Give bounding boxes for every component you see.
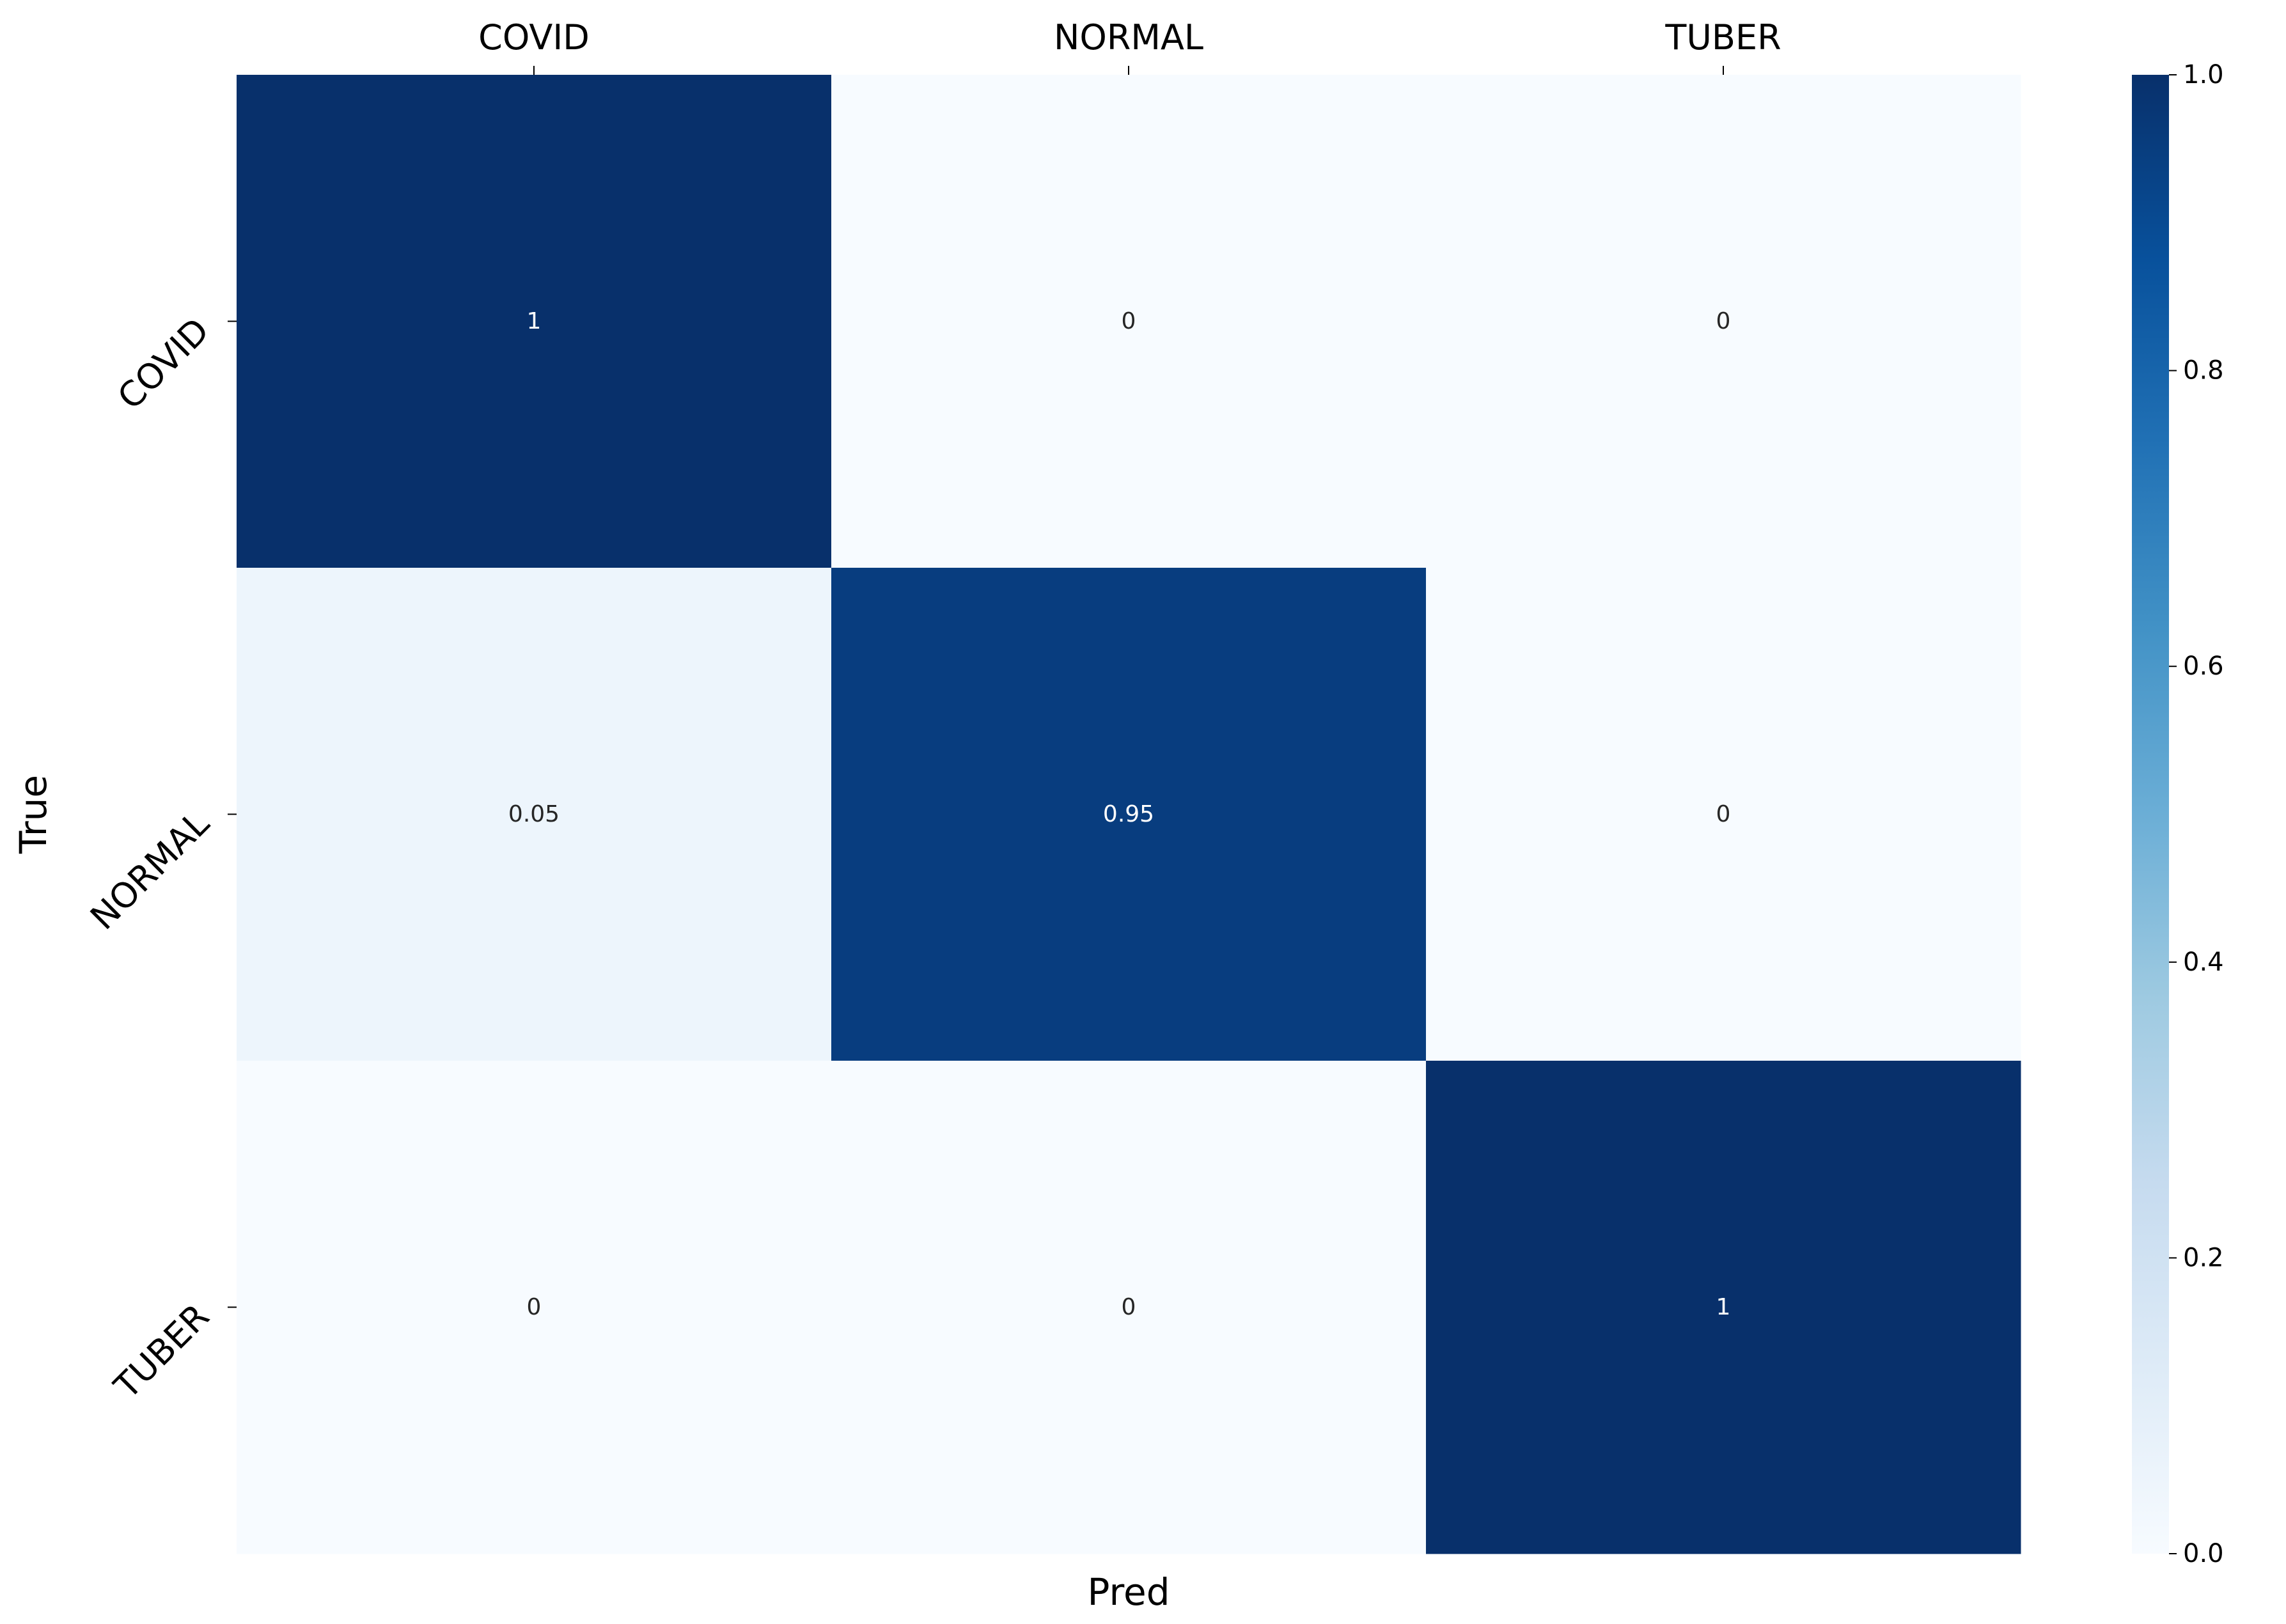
heatmap-cell [831, 75, 1427, 568]
heatmap-cell [1426, 568, 2021, 1061]
colorbar-tick-label: 1.0 [2183, 60, 2224, 90]
cell-value-label: 0.95 [1103, 801, 1154, 827]
heatmap-cell [831, 568, 1427, 1061]
colorbar-tick-label: 0.6 [2183, 652, 2224, 681]
cell-value-label: 0 [1716, 801, 1731, 827]
cell-value-label: 1 [1716, 1294, 1731, 1320]
y-tick-label: NORMAL [82, 803, 217, 937]
x-axis-label: Pred [1087, 1570, 1170, 1614]
colorbar-tick-label: 0.4 [2183, 948, 2224, 977]
heatmap-cell [1426, 1061, 2021, 1554]
heatmap-cell [237, 75, 832, 568]
y-tick-label: COVID [110, 310, 217, 417]
cell-value-label: 0.05 [508, 801, 560, 827]
cell-value-label: 0 [1716, 308, 1731, 334]
cell-value-label: 0 [1122, 1294, 1136, 1320]
colorbar-tick-label: 0.8 [2183, 356, 2224, 386]
y-axis-label: True [12, 775, 55, 854]
heatmap-cell [237, 568, 832, 1061]
cell-value-label: 0 [1122, 308, 1136, 334]
colorbar-tick-label: 0.0 [2183, 1539, 2224, 1568]
x-tick-label: TUBER [1664, 17, 1781, 58]
x-tick-label: COVID [478, 17, 590, 58]
heatmap-cell [237, 1061, 832, 1554]
cell-value-label: 0 [527, 1294, 542, 1320]
x-tick-label: NORMAL [1054, 17, 1203, 58]
heatmap-cell [831, 1061, 1427, 1554]
colorbar [2132, 75, 2169, 1554]
y-tick-label: TUBER [106, 1296, 217, 1407]
colorbar-tick-label: 0.2 [2183, 1243, 2224, 1272]
cell-value-label: 1 [527, 308, 542, 334]
heatmap-cell [1426, 75, 2021, 568]
